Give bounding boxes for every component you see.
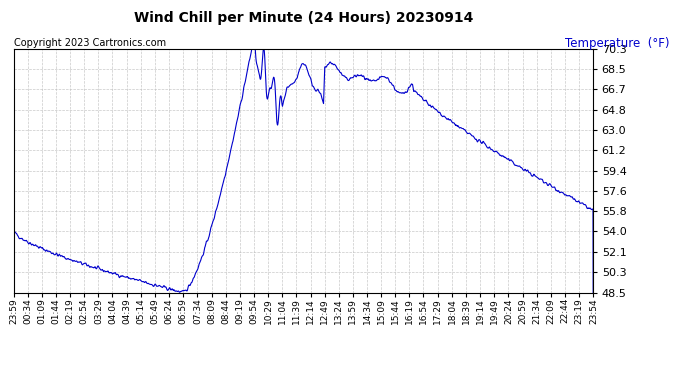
- Text: Copyright 2023 Cartronics.com: Copyright 2023 Cartronics.com: [14, 38, 166, 48]
- Text: Temperature  (°F): Temperature (°F): [565, 38, 669, 51]
- Text: Wind Chill per Minute (24 Hours) 20230914: Wind Chill per Minute (24 Hours) 2023091…: [134, 11, 473, 25]
